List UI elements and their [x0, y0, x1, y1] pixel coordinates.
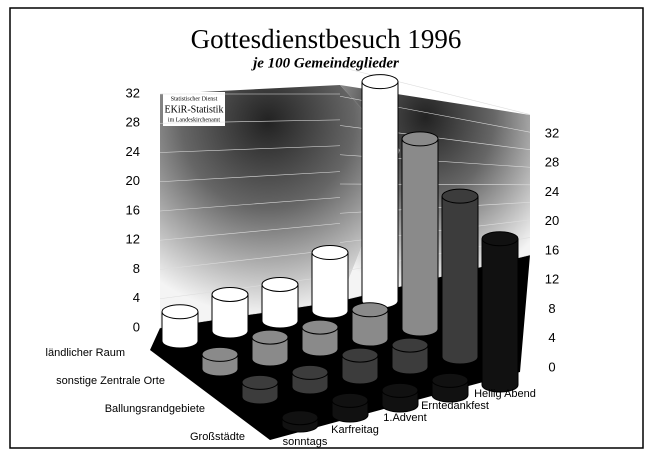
bar	[342, 348, 378, 384]
bar-top	[262, 277, 298, 291]
bar	[332, 393, 368, 422]
bar	[252, 330, 288, 366]
y-tick-label: 12	[126, 232, 140, 247]
stamp-text: Statistischer Dienst	[171, 96, 218, 102]
bar-top	[202, 347, 238, 361]
y-tick-label: 28	[126, 115, 140, 130]
chart-subtitle: je 100 Gemeindeglieder	[251, 55, 399, 71]
x-tick-label: 1.Advent	[383, 412, 426, 424]
x-tick-label: sonntags	[283, 436, 328, 448]
bar-top	[212, 287, 248, 301]
bar-top	[482, 232, 518, 246]
bar-body	[312, 253, 348, 312]
chart-title: Gottesdienstbesuch 1996	[191, 24, 462, 54]
bar	[212, 287, 248, 338]
bar-body	[442, 196, 478, 357]
bar-top	[162, 305, 198, 319]
series-label: ländlicher Raum	[46, 347, 125, 359]
bar-top	[332, 393, 368, 407]
bar-body	[402, 139, 438, 329]
series-label: sonstige Zentrale Orte	[56, 375, 165, 387]
bar-top	[352, 303, 388, 317]
bar-top	[282, 411, 318, 425]
bar-top	[242, 375, 278, 389]
y2-tick-label: 4	[548, 330, 555, 345]
series-label: Ballungsrandgebiete	[105, 403, 205, 415]
y2-tick-label: 20	[545, 213, 559, 228]
y2-tick-label: 28	[545, 155, 559, 170]
x-tick-label: Heilig Abend	[474, 388, 536, 400]
bar-body	[362, 82, 398, 301]
bar-top	[312, 246, 348, 260]
y-tick-label: 8	[133, 261, 140, 276]
y-tick-label: 4	[133, 290, 140, 305]
y2-tick-label: 0	[548, 359, 555, 374]
x-tick-label: Erntedankfest	[421, 400, 489, 412]
y2-tick-label: 32	[545, 125, 559, 140]
bar	[432, 373, 468, 402]
bar-top	[292, 365, 328, 379]
bar-top	[392, 338, 428, 352]
bar	[382, 383, 418, 412]
bar-top	[342, 348, 378, 362]
x-tick-label: Karfreitag	[331, 424, 379, 436]
y2-tick-label: 24	[545, 184, 559, 199]
bar-top	[442, 189, 478, 203]
chart: Gottesdienstbesuch 1996 je 100 Gemeindeg…	[0, 0, 653, 455]
y-tick-label: 20	[126, 173, 140, 188]
y-tick-label: 16	[126, 202, 140, 217]
bar	[362, 75, 398, 308]
y2-tick-label: 8	[548, 301, 555, 316]
bar	[262, 277, 298, 328]
bar	[162, 305, 198, 348]
y-tick-label: 0	[133, 319, 140, 334]
bar	[442, 189, 478, 364]
bar-top	[432, 373, 468, 387]
bar-top	[402, 132, 438, 146]
y-tick-label: 32	[126, 85, 140, 100]
bar-body	[482, 239, 518, 385]
bar	[302, 320, 338, 356]
bar	[312, 246, 348, 319]
bar	[482, 232, 518, 392]
bar-top	[252, 330, 288, 344]
y-tick-label: 24	[126, 144, 140, 159]
y2-tick-label: 16	[545, 242, 559, 257]
bar-top	[362, 75, 398, 89]
series-label: Großstädte	[190, 431, 245, 443]
bar	[392, 338, 428, 374]
bar	[282, 411, 318, 432]
y2-tick-label: 12	[545, 272, 559, 287]
bar	[292, 365, 328, 394]
bar-top	[382, 383, 418, 397]
bar	[202, 347, 238, 376]
stamp-text: EKiR-Statistik	[165, 104, 224, 115]
bar	[242, 375, 278, 404]
bar	[352, 303, 388, 346]
bar	[402, 132, 438, 336]
bar-top	[302, 320, 338, 334]
